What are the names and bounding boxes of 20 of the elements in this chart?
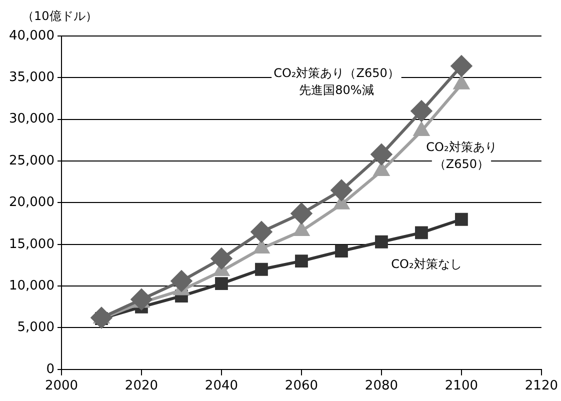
- y-tick-label: 15,000: [8, 236, 54, 252]
- x-tick-label: 2060: [284, 378, 318, 394]
- y-tick-label: 25,000: [8, 153, 54, 168]
- x-tick-label: 2020: [124, 378, 158, 394]
- y-tick-label: 40,000: [8, 28, 54, 44]
- y-axis-title: （10億ドル）: [22, 8, 98, 25]
- series-label: CO₂対策なし: [391, 256, 462, 271]
- y-tick-label: 35,000: [8, 70, 54, 86]
- y-tick-label: 10,000: [8, 278, 54, 294]
- y-tick-label: 20,000: [8, 195, 54, 210]
- y-tick-label: 30,000: [8, 112, 54, 127]
- x-tick-label: 2040: [204, 378, 238, 394]
- x-tick-label: 2000: [44, 378, 78, 394]
- x-tick-label: 2100: [444, 378, 478, 394]
- x-tick-label: 2080: [364, 378, 398, 394]
- series-label: CO₂対策あり（Z650）先進国80%減: [274, 66, 400, 97]
- series-label: CO₂対策あり（Z650）: [426, 140, 497, 171]
- y-tick-label: 5,000: [17, 320, 54, 336]
- y-tick-label: 0: [46, 362, 54, 377]
- x-tick-label: 2120: [524, 378, 558, 394]
